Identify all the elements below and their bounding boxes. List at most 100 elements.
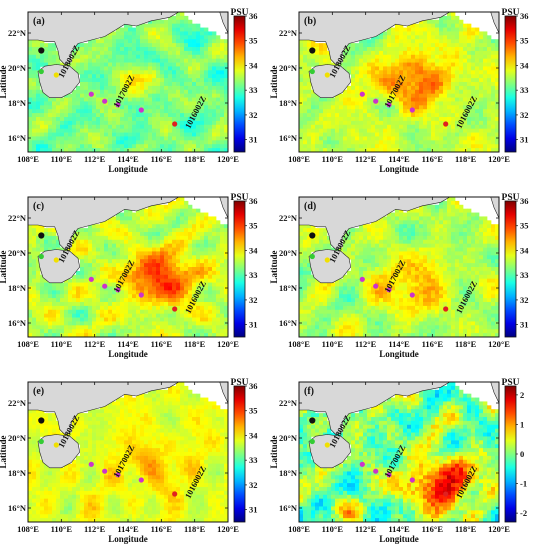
field-cell [80, 105, 85, 110]
field-cell [36, 97, 41, 102]
field-cell [315, 290, 320, 295]
field-cell [36, 267, 41, 272]
station-dot [53, 72, 59, 78]
field-cell [463, 128, 468, 133]
field-cell [52, 321, 57, 326]
field-cell [152, 290, 157, 295]
field-cell [483, 105, 488, 110]
field-cell [184, 255, 189, 260]
field-cell [44, 62, 49, 67]
field-cell [435, 140, 440, 145]
field-cell [156, 263, 161, 268]
field-cell [359, 232, 364, 237]
field-cell [391, 85, 396, 91]
field-cell [52, 317, 57, 322]
field-cell [212, 39, 217, 44]
field-cell [60, 309, 65, 315]
field-cell [431, 113, 436, 118]
field-cell [347, 148, 352, 152]
field-cell [303, 313, 308, 318]
field-cell [112, 132, 117, 137]
field-cell [359, 70, 364, 75]
field-cell [144, 290, 149, 295]
field-cell [323, 321, 328, 326]
field-cell [160, 124, 165, 130]
field-cell [140, 35, 145, 40]
field-cell [120, 232, 125, 237]
field-cell [40, 109, 45, 114]
field-cell [148, 333, 153, 337]
field-cell [112, 305, 117, 311]
field-cell [467, 117, 472, 122]
field-cell [383, 43, 388, 48]
field-cell [483, 47, 488, 52]
field-cell [172, 132, 177, 137]
field-cell [96, 224, 101, 229]
field-cell [212, 220, 217, 225]
field-cell [303, 274, 308, 280]
field-cell [172, 243, 177, 248]
field-cell [347, 302, 352, 307]
field-cell [160, 294, 165, 299]
field-cell [148, 228, 153, 233]
field-cell [180, 78, 185, 83]
field-cell [96, 105, 101, 110]
field-cell [204, 235, 209, 241]
field-cell [72, 305, 77, 311]
field-cell [116, 120, 121, 126]
field-cell [56, 148, 61, 152]
field-cell [44, 93, 49, 98]
field-cell [339, 313, 344, 318]
field-cell [140, 282, 145, 287]
field-cell [331, 97, 336, 102]
field-cell [467, 31, 472, 36]
field-cell [172, 27, 177, 32]
field-cell [28, 66, 33, 71]
field-cell [148, 263, 153, 268]
field-cell [152, 120, 157, 126]
field-cell [427, 23, 432, 28]
field-cell [483, 31, 488, 36]
field-cell [467, 43, 472, 48]
field-cell [347, 144, 352, 149]
field-cell [224, 329, 228, 334]
field-cell [303, 290, 308, 295]
field-cell [339, 302, 344, 307]
field-cell [367, 140, 372, 145]
field-cell [148, 117, 153, 122]
field-cell [92, 321, 97, 326]
field-cell [307, 82, 312, 87]
field-cell [483, 148, 488, 152]
field-cell [431, 93, 436, 98]
field-cell [84, 101, 89, 106]
field-cell [152, 298, 157, 303]
field-cell [204, 50, 209, 56]
field-cell [427, 117, 432, 122]
field-cell [399, 97, 404, 102]
field-cell [315, 321, 320, 326]
field-cell [339, 305, 344, 311]
field-cell [224, 113, 228, 118]
field-cell [112, 290, 117, 295]
field-cell [431, 136, 436, 141]
field-cell [32, 317, 37, 322]
field-cell [208, 54, 213, 60]
field-cell [172, 54, 177, 60]
x-tick-label: 118°E [455, 154, 477, 164]
field-cell [68, 97, 73, 102]
field-cell [112, 39, 117, 44]
field-cell [88, 274, 93, 280]
field-cell [196, 85, 201, 91]
field-cell [132, 85, 137, 91]
field-cell [204, 140, 209, 145]
field-cell [184, 333, 189, 337]
field-cell [76, 305, 81, 311]
field-cell [351, 93, 356, 98]
field-cell [343, 66, 348, 71]
field-cell [104, 82, 109, 87]
field-cell [72, 243, 77, 248]
field-cell [152, 224, 157, 229]
field-cell [148, 128, 153, 133]
field-cell [96, 251, 101, 256]
field-cell [120, 93, 125, 98]
